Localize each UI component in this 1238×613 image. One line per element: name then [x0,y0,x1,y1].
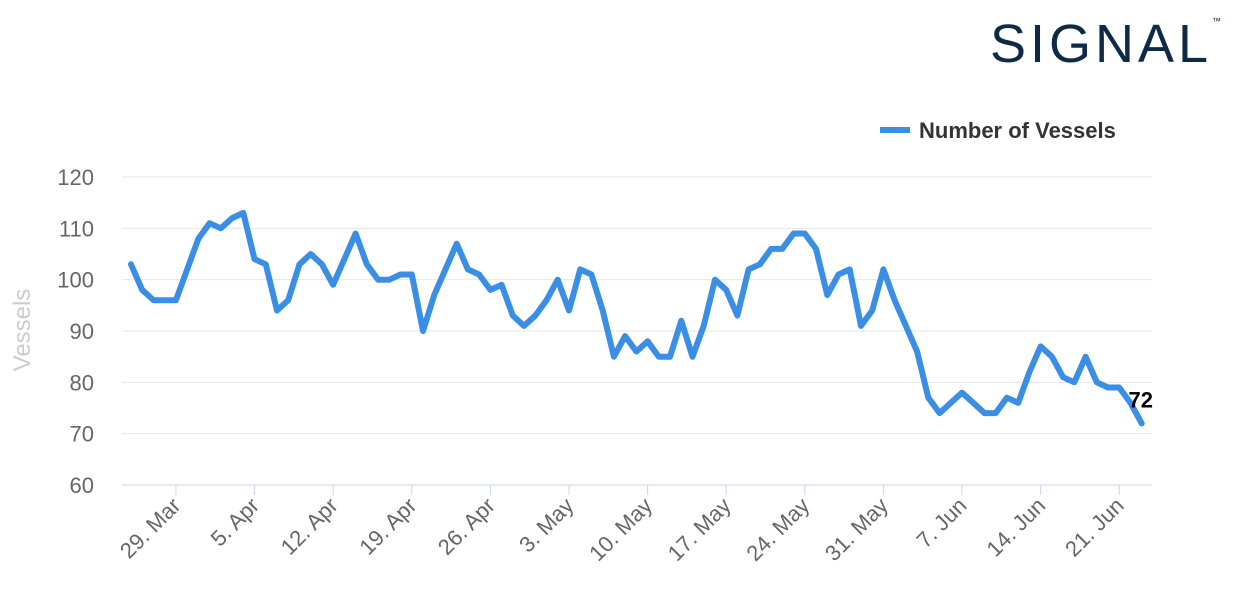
x-tick-label: 31. May [820,493,893,566]
y-tick-labels: 60 70 80 90 100 110 120 [57,165,94,498]
x-tick-label: 14. Jun [981,493,1050,562]
x-tick-marks [175,485,1120,495]
y-tick-label: 120 [57,165,94,190]
x-tick-label: 21. Jun [1060,493,1129,562]
x-tick-label: 17. May [663,493,736,566]
y-tick-label: 90 [70,319,94,344]
y-tick-label: 60 [70,473,94,498]
x-tick-label: 29. Mar [115,493,185,563]
x-tick-label: 10. May [584,493,657,566]
y-tick-label: 80 [70,370,94,395]
x-tick-label: 24. May [741,493,814,566]
y-axis-title: Vessels [9,289,36,372]
y-tick-label: 70 [70,422,94,447]
signal-logo-text: SIGNAL [990,14,1212,70]
x-tick-label: 7. Jun [911,493,971,553]
y-tick-label: 110 [59,216,94,241]
x-tick-labels: 29. Mar 5. Apr 12. Apr 19. Apr 26. Apr 3. May… [115,493,1129,566]
signal-logo-trademark: ™ [1212,16,1221,26]
x-tick-label: 5. Apr [206,493,264,551]
data-label-last: 72 [1128,387,1152,412]
series-number-of-vessels [128,209,1145,427]
signal-logo: SIGNAL ™ [990,14,1221,70]
series-line[interactable] [128,209,1145,427]
legend[interactable]: Number of Vessels [880,118,1116,143]
x-tick-label: 26. Apr [433,493,500,560]
y-tick-label: 100 [57,268,94,293]
x-tick-label: 3. May [514,493,578,557]
legend-label[interactable]: Number of Vessels [919,118,1116,143]
x-tick-label: 12. Apr [276,493,343,560]
x-tick-label: 19. Apr [354,493,421,560]
